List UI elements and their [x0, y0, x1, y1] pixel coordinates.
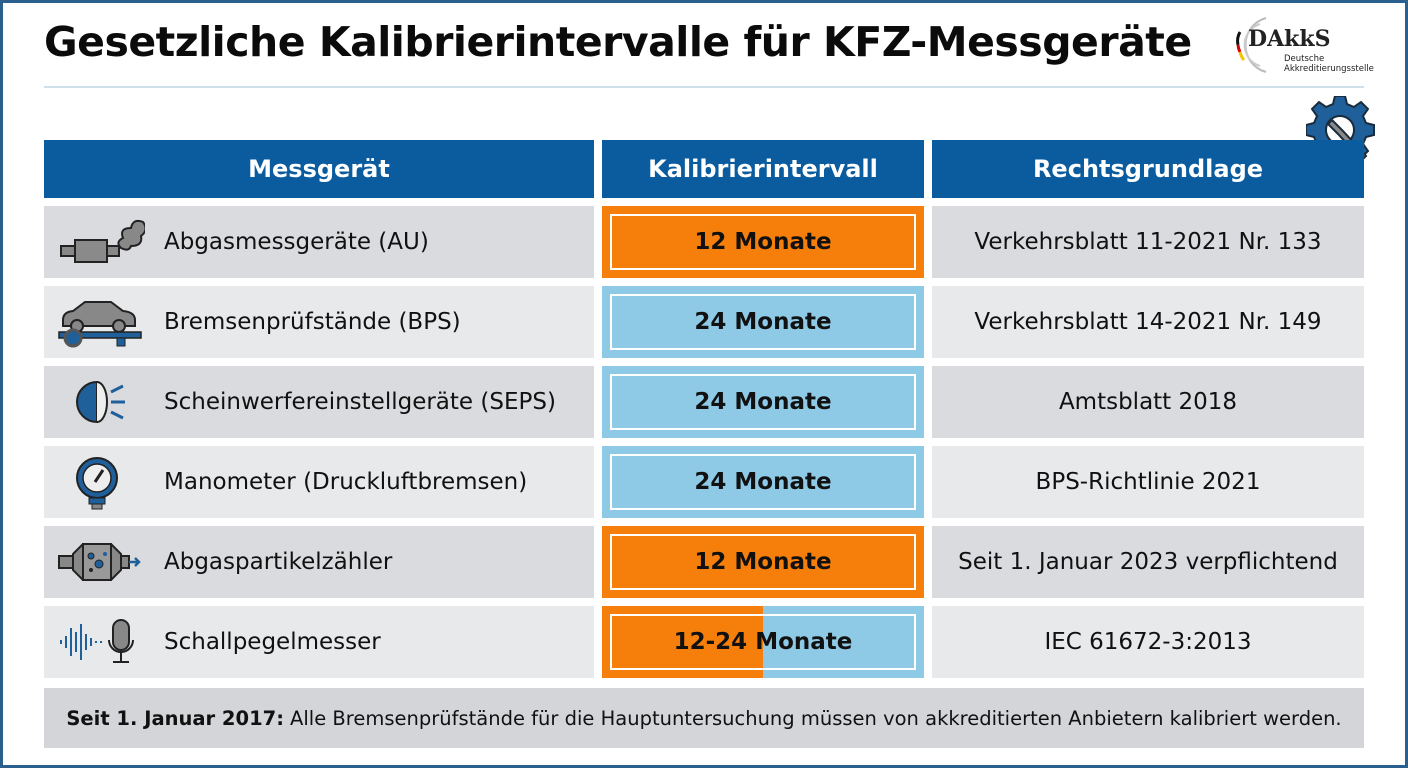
interval-value: 24 Monate [694, 309, 832, 335]
legal-basis-cell: Seit 1. Januar 2023 verpflichtend [932, 526, 1364, 598]
logo-text: DAkkS [1248, 26, 1331, 52]
interval-cell: 12-24 Monate [602, 606, 924, 678]
legal-basis-cell: Verkehrsblatt 11-2021 Nr. 133 [932, 206, 1364, 278]
interval-cell: 24 Monate [602, 366, 924, 438]
interval-inner-border [610, 614, 916, 670]
legal-basis: Amtsblatt 2018 [1058, 389, 1238, 415]
legal-basis-cell: Verkehrsblatt 14-2021 Nr. 149 [932, 286, 1364, 358]
legal-basis: Verkehrsblatt 11-2021 Nr. 133 [974, 229, 1322, 255]
header-legal-basis: Rechtsgrundlage [932, 140, 1364, 198]
interval-inner-border [610, 454, 916, 510]
device-cell: Manometer (Druckluftbremsen) [44, 446, 594, 518]
table-row: Abgaspartikelzähler 12 Monate Seit 1. Ja… [0, 526, 1408, 598]
interval-value: 12-24 Monate [673, 629, 853, 655]
header-device: Messgerät [44, 140, 594, 198]
device-cell: Bremsenprüfstände (BPS) [44, 286, 594, 358]
device-name: Scheinwerfereinstellgeräte (SEPS) [164, 389, 556, 415]
legal-basis: BPS-Richtlinie 2021 [1035, 469, 1261, 495]
interval-inner-border [610, 214, 916, 270]
interval-cell: 24 Monate [602, 286, 924, 358]
table-row: Schallpegelmesser 12-24 Monate IEC 61672… [0, 606, 1408, 678]
device-cell: Abgasmessgeräte (AU) [44, 206, 594, 278]
legal-basis-cell: BPS-Richtlinie 2021 [932, 446, 1364, 518]
device-cell: Scheinwerfereinstellgeräte (SEPS) [44, 366, 594, 438]
device-cell: Abgaspartikelzähler [44, 526, 594, 598]
table-row: Bremsenprüfstände (BPS) 24 Monate Verkeh… [0, 286, 1408, 358]
interval-cell: 24 Monate [602, 446, 924, 518]
legal-basis: Verkehrsblatt 14-2021 Nr. 149 [974, 309, 1322, 335]
interval-inner-border [610, 534, 916, 590]
device-name: Abgasmessgeräte (AU) [164, 229, 429, 255]
dakks-arc-icon [1236, 17, 1267, 73]
table-row: Manometer (Druckluftbremsen) 24 Monate B… [0, 446, 1408, 518]
page-title: Gesetzliche Kalibrierintervalle für KFZ-… [44, 18, 1192, 66]
interval-value: 24 Monate [694, 389, 832, 415]
device-name: Schallpegelmesser [164, 629, 381, 655]
device-name: Manometer (Druckluftbremsen) [164, 469, 528, 495]
table-row: Abgasmessgeräte (AU) 12 Monate Verkehrsb… [0, 206, 1408, 278]
legal-basis: Seit 1. Januar 2023 verpflichtend [958, 549, 1338, 575]
interval-value: 12 Monate [694, 229, 832, 255]
interval-cell: 12 Monate [602, 206, 924, 278]
legal-basis-cell: IEC 61672-3:2013 [932, 606, 1364, 678]
car-on-test-stand-icon [50, 286, 150, 358]
table-row: Scheinwerfereinstellgeräte (SEPS) 24 Mon… [0, 366, 1408, 438]
sound-microphone-icon [50, 606, 150, 678]
dakks-logo: DAkkS Deutsche Akkreditierungsstelle [1226, 12, 1376, 78]
interval-value: 12 Monate [694, 549, 832, 575]
interval-cell: 12 Monate [602, 526, 924, 598]
device-name: Abgaspartikelzähler [164, 549, 393, 575]
exhaust-smoke-icon [50, 206, 150, 278]
device-name: Bremsenprüfstände (BPS) [164, 309, 461, 335]
interval-inner-border [610, 294, 916, 350]
footer-note: Seit 1. Januar 2017: Alle Bremsenprüfstä… [44, 688, 1364, 748]
interval-inner-border [610, 374, 916, 430]
logo-subtitle: Deutsche Akkreditierungsstelle [1284, 54, 1374, 74]
interval-value: 24 Monate [694, 469, 832, 495]
footer-date: Seit 1. Januar 2017: [66, 706, 285, 730]
device-cell: Schallpegelmesser [44, 606, 594, 678]
footer-text: Alle Bremsenprüfstände für die Hauptunte… [290, 706, 1342, 730]
header-interval: Kalibrierintervall [602, 140, 924, 198]
particle-filter-icon [50, 526, 150, 598]
title-divider [44, 86, 1364, 88]
headlight-icon [50, 366, 150, 438]
legal-basis-cell: Amtsblatt 2018 [932, 366, 1364, 438]
pressure-gauge-icon [50, 446, 150, 518]
legal-basis: IEC 61672-3:2013 [1044, 629, 1252, 655]
